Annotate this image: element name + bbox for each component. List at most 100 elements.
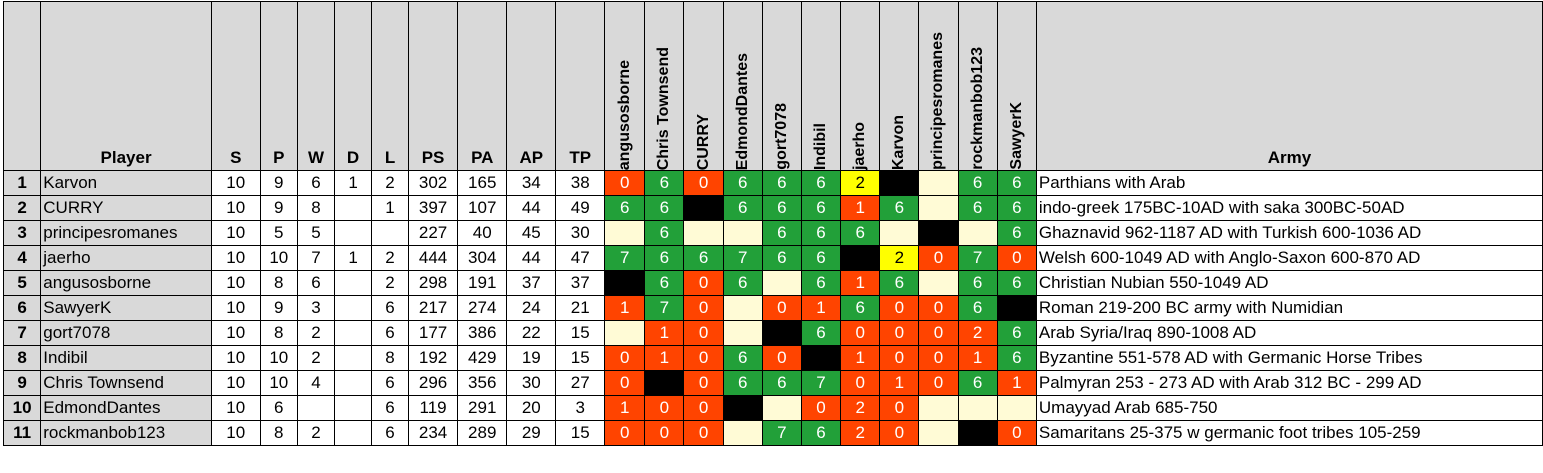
stat-cell: 234: [407, 420, 459, 446]
stat-cell: [334, 295, 373, 321]
result-cell: 0: [879, 295, 920, 321]
opponent-header: rockmanbob123: [957, 1, 998, 171]
stat-cell: 7: [296, 245, 336, 271]
result-cell: 6: [996, 170, 1037, 196]
result-cell: 7: [800, 370, 842, 396]
result-cell: 6: [761, 220, 802, 246]
stat-cell: 10: [259, 345, 298, 371]
result-cell: 0: [604, 170, 646, 196]
army-cell: Byzantine 551-578 AD with Germanic Horse…: [1035, 345, 1543, 371]
rank-cell: 5: [2, 270, 42, 296]
result-cell: 0: [683, 270, 724, 296]
stat-cell: 9: [259, 295, 298, 321]
opponent-header: Indibil: [800, 1, 842, 171]
result-cell: 7: [722, 245, 763, 271]
army-cell: Palmyran 253 - 273 AD with Arab 312 BC -…: [1035, 370, 1543, 396]
table-row: 11 rockmanbob123 10 8 2 6 234 289 29 15 0 0 0 7 6 2 0 0 Sa…: [2, 420, 1543, 446]
stat-cell: 8: [371, 345, 409, 371]
stat-cell: 296: [407, 370, 459, 396]
stat-cell: 19: [506, 345, 557, 371]
stat-cell: 6: [371, 420, 409, 446]
stat-cell: 302: [407, 170, 459, 196]
stat-cell: 44: [506, 195, 557, 221]
result-cell: 6: [644, 270, 685, 296]
result-cell: 6: [644, 245, 685, 271]
stat-cell: 37: [555, 270, 606, 296]
result-cell: [800, 345, 842, 371]
stat-cell: 304: [457, 245, 508, 271]
stat-cell: 429: [457, 345, 508, 371]
result-cell: 6: [722, 370, 763, 396]
player-name-cell: EdmondDantes: [40, 395, 212, 421]
stat-cell: 8: [296, 195, 336, 221]
result-cell: 6: [604, 195, 646, 221]
result-cell: 1: [604, 395, 646, 421]
table-row: 8 Indibil 10 10 2 8 192 429 19 15 0 1 0 6 0 1 0 0 1 6 Byzant…: [2, 345, 1543, 371]
table-body: 1 Karvon 10 9 6 1 2 302 165 34 38 0 6 0 6 6 6 2 6 6 Parthian…: [2, 170, 1543, 446]
player-name-cell: rockmanbob123: [40, 420, 212, 446]
result-cell: 6: [996, 195, 1037, 221]
result-cell: [722, 320, 763, 346]
player-name-cell: SawyerK: [40, 295, 212, 321]
table-row: 3 principesromanes 10 5 5 227 40 45 30 6 6 6 6 6 Ghazn…: [2, 220, 1543, 246]
result-cell: 0: [683, 395, 724, 421]
rank-cell: 11: [2, 420, 42, 446]
opponent-header-label: SawyerK: [1007, 102, 1025, 170]
stat-cell: 356: [457, 370, 508, 396]
stat-cell: 10: [210, 345, 261, 371]
stat-cell: 6: [371, 320, 409, 346]
result-cell: [918, 420, 959, 446]
stat-cell: 6: [296, 270, 336, 296]
opponent-header: principesromanes: [918, 1, 959, 171]
result-cell: 1: [840, 345, 881, 371]
stat-cell: 45: [506, 220, 557, 246]
opponent-header-label: EdmondDantes: [733, 52, 751, 170]
result-cell: 2: [957, 320, 998, 346]
result-cell: [604, 320, 646, 346]
result-cell: 6: [800, 245, 842, 271]
result-cell: 2: [879, 245, 920, 271]
result-cell: 1: [879, 370, 920, 396]
result-cell: 0: [644, 395, 685, 421]
stat-header: P: [259, 1, 298, 171]
rank-header: [2, 1, 42, 171]
stat-cell: 15: [555, 320, 606, 346]
table-row: 5 angusosborne 10 8 6 2 298 191 37 37 6 0 6 6 1 6 6 6 Chri…: [2, 270, 1543, 296]
player-name-cell: Indibil: [40, 345, 212, 371]
result-cell: [957, 395, 998, 421]
result-cell: 6: [722, 170, 763, 196]
stat-cell: 10: [210, 170, 261, 196]
result-cell: [957, 220, 998, 246]
stat-cell: 34: [506, 170, 557, 196]
stat-cell: 274: [457, 295, 508, 321]
result-cell: [683, 220, 724, 246]
result-cell: [918, 270, 959, 296]
opponent-header-label: angusosborne: [615, 59, 633, 170]
result-cell: 0: [604, 345, 646, 371]
result-cell: [761, 320, 802, 346]
army-cell: Roman 219-200 BC army with Numidian: [1035, 295, 1543, 321]
opponent-header: jaerho: [840, 1, 881, 171]
result-cell: 1: [644, 345, 685, 371]
result-cell: 0: [918, 295, 959, 321]
stat-cell: 107: [457, 195, 508, 221]
rank-cell: 8: [2, 345, 42, 371]
stat-cell: 444: [407, 245, 459, 271]
result-cell: [683, 195, 724, 221]
result-cell: [918, 195, 959, 221]
result-cell: 7: [761, 420, 802, 446]
stat-cell: [334, 395, 373, 421]
opponent-header: CURRY: [683, 1, 724, 171]
stat-header: W: [296, 1, 336, 171]
stat-header: TP: [555, 1, 606, 171]
opponent-header: EdmondDantes: [722, 1, 763, 171]
result-cell: 1: [800, 295, 842, 321]
result-cell: 1: [996, 370, 1037, 396]
stat-cell: 49: [555, 195, 606, 221]
stat-header: AP: [506, 1, 557, 171]
stat-cell: 21: [555, 295, 606, 321]
player-name-cell: angusosborne: [40, 270, 212, 296]
stat-cell: 29: [506, 420, 557, 446]
army-cell: Umayyad Arab 685-750: [1035, 395, 1543, 421]
result-cell: 6: [840, 220, 881, 246]
